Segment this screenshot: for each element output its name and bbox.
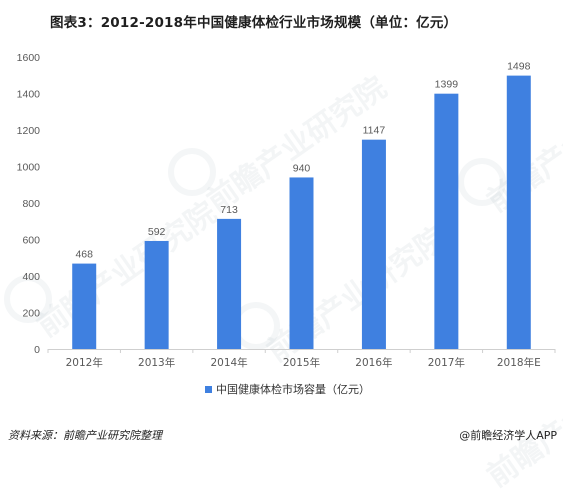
data-label: 592 xyxy=(148,226,166,238)
y-tick-label: 200 xyxy=(22,308,40,320)
y-tick-label: 1000 xyxy=(17,162,41,174)
brand-label: @前瞻经济学人APP xyxy=(459,429,557,442)
y-tick-label: 600 xyxy=(22,235,40,247)
bar-7 xyxy=(506,75,531,350)
y-tick-label: 1200 xyxy=(17,125,41,137)
x-tick-label: 2016年 xyxy=(355,356,392,369)
y-tick-label: 400 xyxy=(22,271,40,283)
watermark-logo-icon xyxy=(458,158,506,206)
data-label: 1498 xyxy=(507,61,531,73)
watermark-logo-icon xyxy=(168,148,216,196)
data-label: 1147 xyxy=(363,125,386,137)
y-tick-label: 800 xyxy=(22,198,40,210)
bar-3 xyxy=(217,218,242,349)
y-tick-label: 1600 xyxy=(17,52,41,64)
x-tick-label: 2012年 xyxy=(66,356,103,369)
watermark-logo-icon xyxy=(4,275,52,323)
bar-1 xyxy=(72,263,97,349)
y-tick-label: 0 xyxy=(34,344,40,356)
bar-4 xyxy=(289,177,314,349)
source-note: 资料来源：前瞻产业研究院整理 xyxy=(8,429,162,442)
x-tick-label: 2013年 xyxy=(138,356,175,369)
data-label: 1399 xyxy=(435,79,459,91)
bar-6 xyxy=(434,93,459,350)
data-label: 940 xyxy=(293,162,311,174)
x-tick-label: 2014年 xyxy=(210,356,247,369)
data-label: 713 xyxy=(220,204,238,216)
bar-2 xyxy=(144,240,169,349)
legend-label: 中国健康体检市场容量（亿元） xyxy=(216,382,370,396)
data-label: 468 xyxy=(75,249,93,261)
legend-swatch xyxy=(205,386,212,393)
y-tick-label: 1400 xyxy=(17,89,41,101)
x-tick-label: 2017年 xyxy=(428,356,465,369)
bar-5 xyxy=(361,139,386,349)
chart-title: 图表3：2012-2018年中国健康体检行业市场规模（单位：亿元） xyxy=(50,15,458,31)
x-tick-label: 2018年E xyxy=(497,356,541,369)
x-tick-label: 2015年 xyxy=(283,356,320,369)
bar-chart: 0 200 400 600 800 1000 1200 1400 1600 468 2012年 592… xyxy=(17,52,556,396)
